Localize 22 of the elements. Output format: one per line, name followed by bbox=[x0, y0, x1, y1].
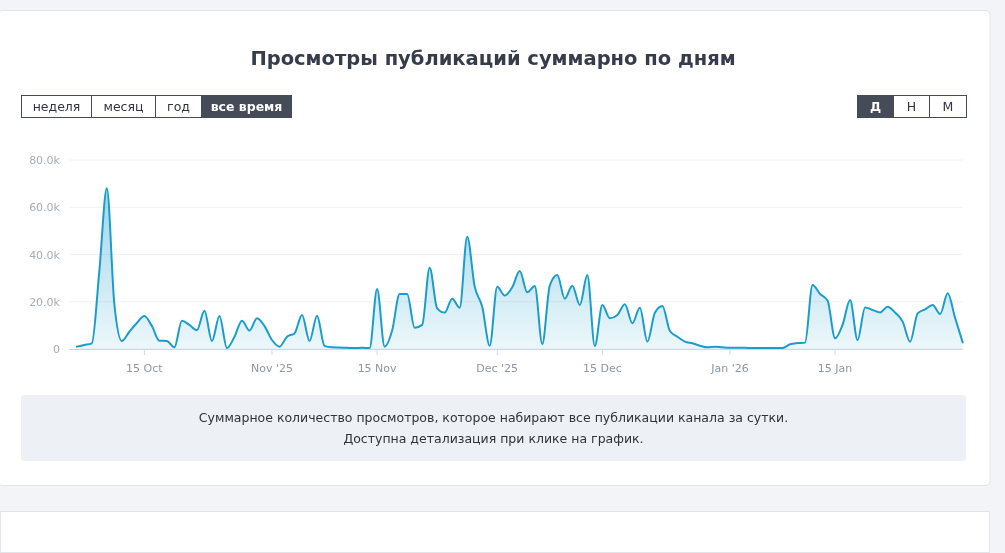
x-tick-label: 15 Nov bbox=[357, 362, 398, 375]
button[interactable]: неделя bbox=[21, 95, 92, 118]
y-tick-label: 20.0k bbox=[29, 295, 61, 309]
y-tick-label: 60.0k bbox=[29, 201, 61, 215]
button[interactable]: месяц bbox=[91, 95, 156, 118]
button[interactable]: все время bbox=[201, 95, 292, 118]
x-tick-label: Jan '26 bbox=[710, 362, 749, 375]
x-tick-label: Nov '25 bbox=[251, 362, 293, 375]
text: Суммарное количество просмотров, которое набирают все публикации канала за сутки. bbox=[198, 410, 789, 425]
x-tick-label: Dec '25 bbox=[476, 362, 519, 375]
y-tick-label: 40.0k bbox=[29, 248, 61, 262]
button[interactable]: Д bbox=[857, 95, 894, 118]
text: Доступна детализация при клике на график. bbox=[343, 431, 644, 446]
x-tick-label: 15 Oct bbox=[126, 362, 164, 375]
y-tick-label: 80.0k bbox=[29, 154, 61, 167]
button[interactable]: Н bbox=[893, 95, 930, 118]
button[interactable]: М bbox=[929, 95, 967, 118]
button[interactable]: год bbox=[155, 95, 202, 118]
chart-title: Просмотры публикаций суммарно по дням bbox=[250, 47, 736, 70]
y-tick-label: 0 bbox=[53, 343, 60, 356]
x-tick-label: 15 Dec bbox=[582, 362, 622, 375]
x-tick-label: 15 Jan bbox=[817, 362, 853, 375]
